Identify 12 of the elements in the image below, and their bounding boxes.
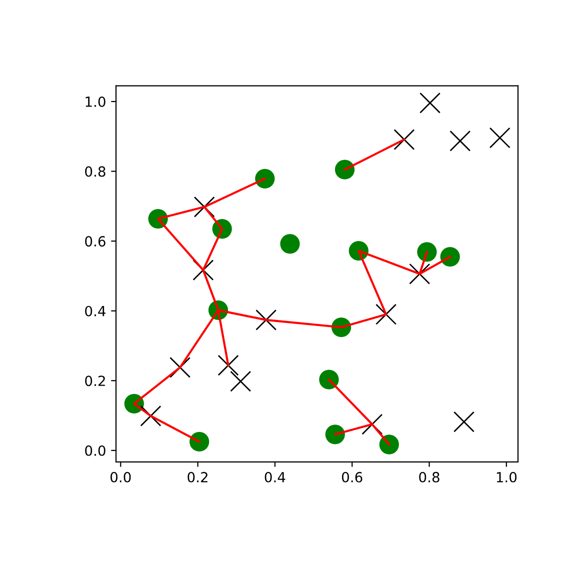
x-tick-label: 0.0 — [110, 472, 131, 482]
x-tick-label: 0.6 — [342, 472, 362, 482]
y-tick-label: 0.8 — [85, 166, 106, 177]
x-tick-label: 0.8 — [419, 472, 440, 482]
x-tick-label: 0.4 — [264, 472, 286, 482]
y-tick-label: 0.2 — [85, 376, 105, 386]
x-tick-label: 0.2 — [188, 472, 208, 482]
y-tick-label: 0.0 — [85, 445, 106, 456]
y-tick-label: 1.0 — [86, 96, 106, 107]
y-tick-label: 0.4 — [85, 306, 106, 316]
y-tick-label: 0.6 — [85, 236, 106, 247]
x-tick-label: 1.0 — [496, 472, 517, 482]
